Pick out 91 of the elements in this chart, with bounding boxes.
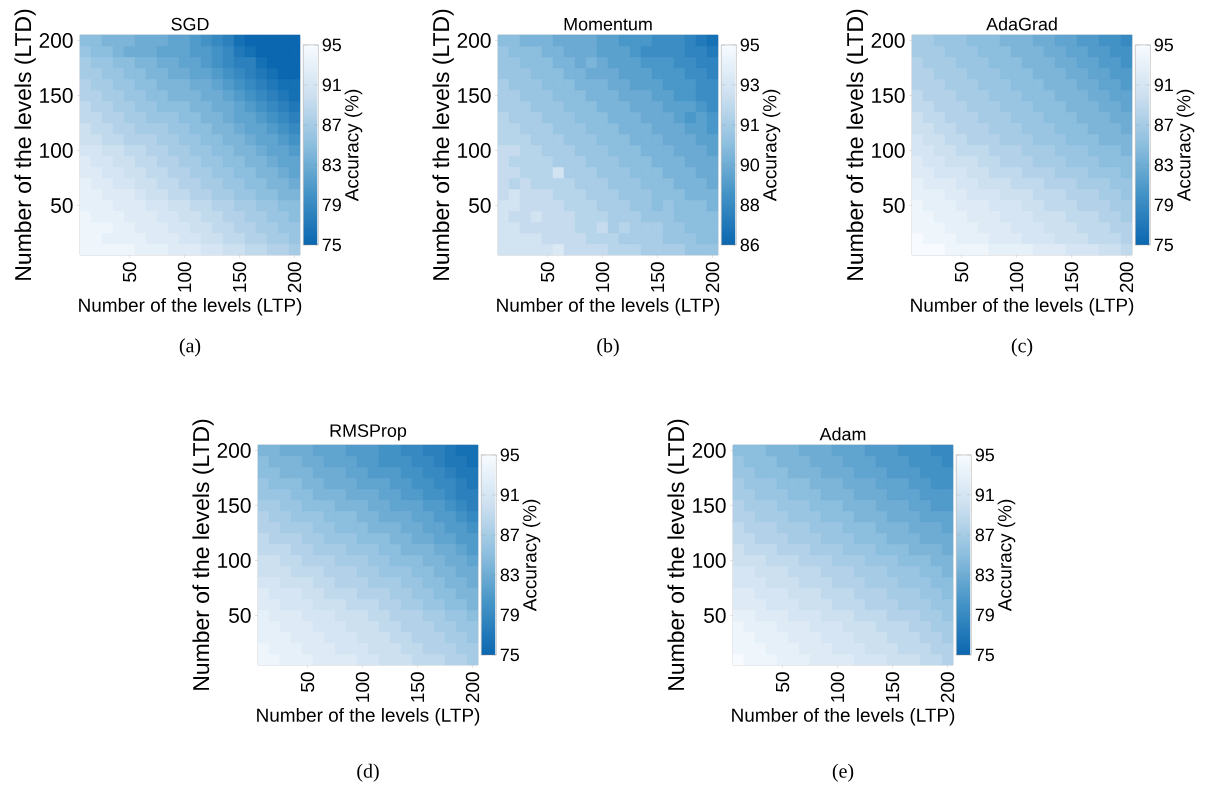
- color-bar-label: 95: [1154, 38, 1174, 52]
- x-tick-label: 200: [940, 672, 955, 703]
- x-tick-label: 150: [650, 262, 665, 292]
- text: (d): [357, 763, 379, 782]
- x-axis-title: Number of the levels (LTP): [732, 707, 955, 726]
- color-bar-label: 83: [975, 568, 994, 582]
- color-bar-label: 91: [1154, 78, 1173, 92]
- y-tick-label: 150: [693, 498, 726, 513]
- x-tick-label: 150: [410, 672, 425, 702]
- color-bar-label: 75: [322, 238, 342, 252]
- color-bar-label: 79: [975, 608, 994, 622]
- y-axis-title: Number of the levels (LTD): [846, 9, 868, 280]
- x-tick-label: 50: [300, 672, 315, 692]
- x-tick-label: 100: [1009, 262, 1024, 292]
- x-tick-label: 50: [775, 672, 790, 692]
- chart-title: Adam: [819, 427, 866, 441]
- chart-title: Momentum: [564, 17, 652, 31]
- color-bar-label: 91: [500, 488, 519, 502]
- color-bar-label: 91: [740, 118, 759, 132]
- y-tick-label: 200: [39, 33, 73, 48]
- y-tick-label: 150: [872, 88, 905, 103]
- y-tick-label: 200: [692, 443, 726, 458]
- color-bar-title: Accuracy (%): [1176, 89, 1195, 202]
- x-tick-label: 100: [830, 672, 845, 702]
- y-tick-label: 150: [40, 88, 73, 103]
- y-tick-label: 200: [871, 33, 905, 48]
- x-axis-title: Number of the levels (LTP): [79, 297, 302, 316]
- text: (c): [1011, 338, 1033, 357]
- color-bar-label: 88: [740, 198, 759, 212]
- color-bar-label: 83: [1154, 158, 1173, 172]
- x-tick-label: 50: [954, 262, 969, 282]
- x-axis-title: Number of the levels (LTP): [911, 297, 1134, 316]
- color-bar-label: 87: [500, 528, 519, 542]
- x-axis-title: Number of the levels (LTP): [497, 297, 720, 316]
- text: (a): [179, 338, 201, 357]
- chart-title: SGD: [171, 17, 209, 31]
- color-bar-title: Accuracy (%): [762, 89, 781, 202]
- y-tick-label: 150: [458, 88, 491, 103]
- color-bar-label: 95: [975, 448, 995, 462]
- chart-title: RMSProp: [330, 424, 407, 441]
- color-bar-title: Accuracy (%): [344, 89, 363, 202]
- y-tick-label: 200: [457, 33, 491, 48]
- color-bar-label: 91: [975, 488, 994, 502]
- color-bar-label: 87: [322, 118, 341, 132]
- y-axis-title: Number of the levels (LTD): [432, 9, 454, 280]
- color-bar-label: 79: [500, 608, 519, 622]
- x-axis-title: Number of the levels (LTP): [257, 707, 480, 726]
- color-bar-label: 75: [1154, 238, 1174, 252]
- color-bar-label: 83: [500, 568, 519, 582]
- y-axis-title: Number of the levels (LTD): [667, 419, 689, 690]
- y-tick-label: 100: [218, 553, 251, 568]
- color-bar-label: 90: [740, 158, 760, 172]
- color-bar-title: Accuracy (%): [522, 499, 541, 612]
- y-tick-label: 50: [469, 198, 491, 213]
- chart-title: AdaGrad: [986, 17, 1057, 31]
- y-tick-label: 50: [229, 608, 251, 623]
- x-tick-label: 150: [1064, 262, 1079, 292]
- color-bar-label: 91: [322, 78, 341, 92]
- color-bar-label: 75: [500, 648, 520, 662]
- x-tick-label: 200: [287, 262, 302, 293]
- y-tick-label: 100: [458, 143, 491, 158]
- color-bar-label: 95: [322, 38, 342, 52]
- y-tick-label: 100: [872, 143, 905, 158]
- color-bar-label: 95: [740, 38, 760, 52]
- x-tick-label: 50: [540, 262, 555, 282]
- color-bar-label: 75: [975, 648, 995, 662]
- y-tick-label: 50: [51, 198, 73, 213]
- color-bar-label: 87: [1154, 118, 1173, 132]
- color-bar-label: 93: [740, 78, 759, 92]
- y-tick-label: 50: [883, 198, 905, 213]
- color-bar-label: 79: [1154, 198, 1173, 212]
- color-bar-label: 86: [740, 238, 759, 252]
- color-bar-label: 95: [500, 448, 520, 462]
- y-tick-label: 100: [40, 143, 73, 158]
- y-axis-title: Number of the levels (LTD): [192, 419, 214, 690]
- y-tick-label: 100: [693, 553, 726, 568]
- y-axis-title: Number of the levels (LTD): [14, 9, 36, 280]
- color-bar-label: 79: [322, 198, 341, 212]
- y-tick-label: 150: [218, 498, 251, 513]
- x-tick-label: 200: [1119, 262, 1134, 293]
- x-tick-label: 50: [122, 262, 137, 282]
- color-bar-label: 87: [975, 528, 994, 542]
- x-tick-label: 100: [355, 672, 370, 702]
- color-bar-label: 83: [322, 158, 341, 172]
- text: (b): [597, 338, 619, 357]
- x-tick-label: 100: [177, 262, 192, 292]
- y-tick-label: 200: [217, 443, 251, 458]
- y-tick-label: 50: [704, 608, 726, 623]
- text: (e): [832, 763, 854, 782]
- color-bar-title: Accuracy (%): [997, 499, 1016, 612]
- x-tick-label: 100: [595, 262, 610, 292]
